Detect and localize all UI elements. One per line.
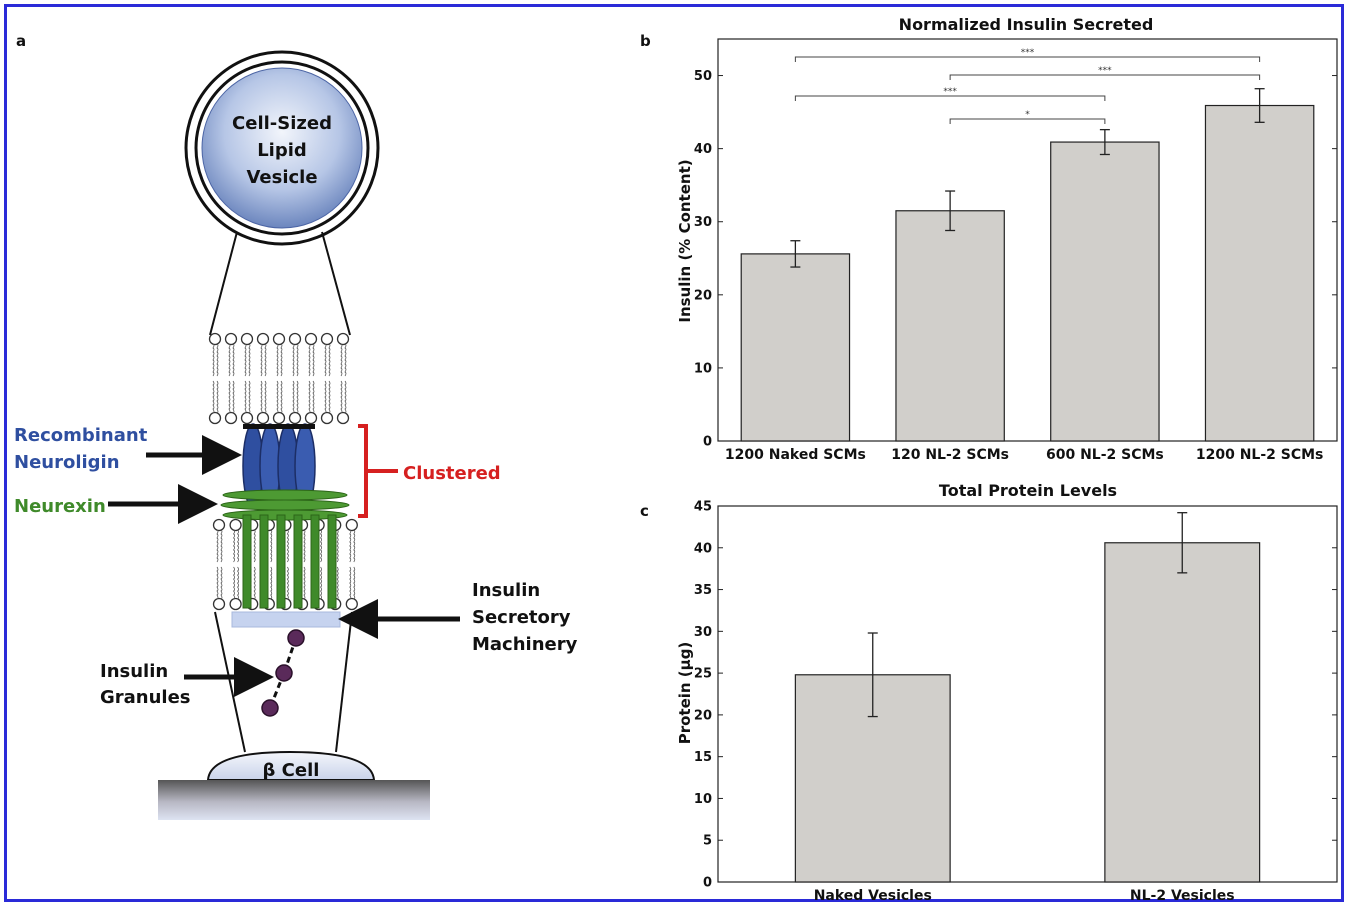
chart-b-bar-2 <box>895 210 1005 442</box>
recombinant-label: Recombinant <box>14 425 148 446</box>
chart-b-category-label-2: 120 NL-2 SCMs <box>891 447 1009 463</box>
secretory-label-2: Secretory <box>472 607 571 628</box>
chart-b-significance-bracket-2: *** <box>949 66 1261 80</box>
chart-b-ytick-label: 0 <box>703 435 712 450</box>
svg-text:***: *** <box>943 87 957 97</box>
granules-label-2: Granules <box>100 687 191 708</box>
chart-b-ylabel: Insulin (% Content) <box>676 159 694 322</box>
vesicle-label-1: Cell-Sized <box>232 113 332 134</box>
chart-c-ytick-label: 30 <box>694 625 712 640</box>
chart-b-significance-bracket-3: *** <box>794 87 1106 101</box>
chart-b-ytick-label: 30 <box>694 215 712 230</box>
chart-c-bar-2 <box>1104 542 1261 883</box>
chart-c-ytick-label: 35 <box>694 583 712 598</box>
chart-b-ytick-label: 10 <box>694 361 712 376</box>
chart-b-significance-bracket-4: * <box>949 110 1106 124</box>
chart-b-plot: 0 10 20 30 40 50 1200 Naked SCMs 120 NL-2 SCMs 6… <box>694 38 1338 463</box>
chart-b-category-label-3: 600 NL-2 SCMs <box>1046 447 1164 463</box>
figure-frame <box>4 4 1344 902</box>
chart-c-error-bar-2 <box>1177 512 1188 574</box>
insulin-granules <box>261 629 305 717</box>
chart-b-error-bar-4 <box>1254 88 1265 123</box>
neurexin-label: Neurexin <box>14 496 106 517</box>
chart-b-error-bar-2 <box>945 190 956 232</box>
upper-lipid-bilayer <box>208 332 350 425</box>
panel-b-chart: b Normalized Insulin Secreted Insulin (%… <box>640 15 1338 463</box>
substrate <box>158 780 430 820</box>
neuroligin-proteins <box>242 423 316 509</box>
beta-cell-label: β Cell <box>263 760 320 781</box>
panel-label-a: a <box>16 32 26 50</box>
chart-b-bar-4 <box>1204 104 1315 442</box>
chart-b-title: Normalized Insulin Secreted <box>899 15 1154 34</box>
secretory-label-1: Insulin <box>472 580 540 601</box>
cell-line-right <box>335 611 353 753</box>
chart-c-category-label-2: NL-2 Vesicles <box>1130 888 1235 904</box>
chart-b-ytick-label: 40 <box>694 142 712 157</box>
panel-c-chart: c Total Protein Levels Protein (μg) 0 5 10… <box>640 481 1338 904</box>
chart-c-category-label-1: Naked Vesicles <box>814 888 932 904</box>
svg-text:*: * <box>1025 110 1030 120</box>
chart-c-ytick-label: 15 <box>694 750 712 765</box>
zoom-line-left <box>209 231 238 336</box>
panel-label-c: c <box>640 502 649 520</box>
chart-c-error-bar-1 <box>867 632 878 718</box>
svg-text:***: *** <box>1021 48 1035 58</box>
lipid-vesicle: Cell-Sized Lipid Vesicle <box>184 50 380 246</box>
neurexin-proteins <box>220 489 350 609</box>
chart-c-title: Total Protein Levels <box>939 481 1117 500</box>
secretory-machinery <box>231 611 341 628</box>
chart-c-ytick-label: 20 <box>694 708 712 723</box>
chart-b-bar-3 <box>1050 141 1160 442</box>
chart-c-ytick-label: 40 <box>694 541 712 556</box>
chart-c-ytick-label: 25 <box>694 667 712 682</box>
vesicle-label-3: Vesicle <box>246 167 317 188</box>
chart-b-bar-1 <box>740 253 851 442</box>
clustered-label: Clustered <box>403 463 501 484</box>
chart-b-category-label-4: 1200 NL-2 SCMs <box>1196 447 1324 463</box>
svg-text:***: *** <box>1098 66 1112 76</box>
chart-c-ylabel: Protein (μg) <box>676 642 694 745</box>
cell-line-left <box>214 611 246 753</box>
panel-label-b: b <box>640 32 651 50</box>
chart-c-plot: 0 5 10 15 20 25 30 35 40 45 Naked Vesicles NL-2 Ves… <box>694 500 1338 904</box>
panel-a-diagram: a Cell-Sized Lipid Vesicle <box>14 32 578 820</box>
zoom-line-right <box>321 231 351 336</box>
chart-b-significance-bracket-1: *** <box>794 48 1261 62</box>
chart-c-ytick-label: 5 <box>703 834 712 849</box>
chart-c-ytick-label: 45 <box>694 500 712 515</box>
neuroligin-label: Neuroligin <box>14 452 120 473</box>
chart-b-error-bar-3 <box>1099 128 1110 156</box>
chart-b-ytick-label: 20 <box>694 288 712 303</box>
beta-cell <box>206 750 376 781</box>
chart-b-ytick-label: 50 <box>694 69 712 84</box>
chart-b-error-bar-1 <box>790 240 801 268</box>
chart-c-ytick-label: 10 <box>694 792 712 807</box>
granules-label-1: Insulin <box>100 661 168 682</box>
chart-c-ytick-label: 0 <box>703 876 712 891</box>
chart-b-category-label-1: 1200 Naked SCMs <box>725 447 866 463</box>
clustered-bracket: Clustered <box>358 424 501 518</box>
vesicle-label-2: Lipid <box>257 140 307 161</box>
secretory-label-3: Machinery <box>472 634 578 655</box>
